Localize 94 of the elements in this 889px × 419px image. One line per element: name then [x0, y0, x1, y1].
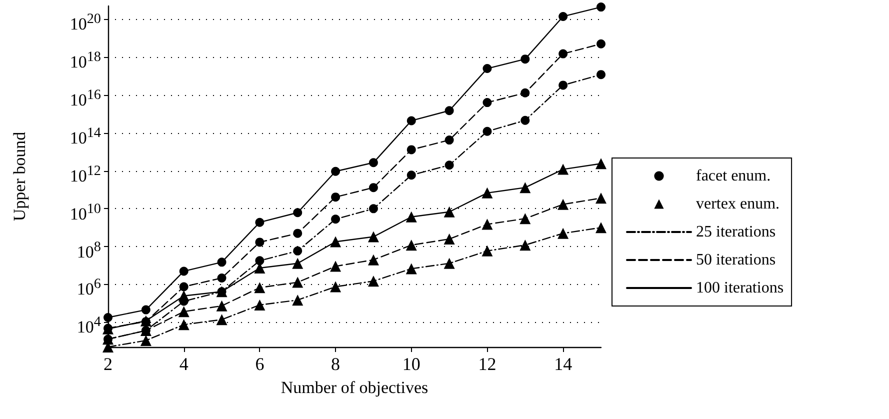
point [293, 228, 302, 238]
legend-label: 50 iterations [696, 252, 776, 268]
point [444, 160, 454, 170]
point [368, 231, 379, 242]
point [330, 281, 342, 292]
point [558, 164, 569, 175]
point [520, 88, 530, 98]
point [254, 282, 266, 294]
point [444, 106, 454, 116]
point [558, 198, 569, 210]
point [482, 218, 493, 230]
point [406, 145, 416, 154]
y-tick-label: 10$^{16}$ [70, 86, 101, 110]
point [255, 256, 264, 266]
y-tick-label: 10$^{8}$ [76, 238, 101, 262]
legend-label: facet enum. [696, 168, 771, 184]
point [292, 258, 304, 269]
point [558, 49, 568, 58]
point [255, 238, 264, 247]
point [293, 208, 302, 218]
x-tick-label: 14 [554, 354, 572, 374]
point [558, 12, 568, 21]
point [558, 80, 568, 90]
point [368, 183, 378, 192]
point [104, 313, 112, 322]
point [179, 266, 188, 276]
x-tick-label: 6 [255, 354, 264, 374]
point [330, 260, 342, 272]
point [596, 2, 606, 12]
x-tick-label: 10 [402, 354, 420, 374]
y-tick-label: 10$^{6}$ [76, 275, 101, 300]
point [368, 276, 379, 287]
point [179, 282, 188, 292]
point [255, 218, 264, 227]
point [216, 314, 228, 326]
point [482, 98, 492, 108]
point [140, 335, 152, 346]
point [217, 258, 226, 267]
point [444, 234, 455, 245]
point [292, 294, 304, 306]
y-tick-label: 10$^{10}$ [70, 200, 101, 224]
point [178, 319, 190, 330]
y-tick-label: 10$^{18}$ [70, 48, 101, 72]
point [368, 158, 378, 168]
legend-label: vertex enum. [696, 196, 780, 212]
point [331, 166, 340, 176]
point [444, 258, 455, 269]
point [482, 126, 492, 136]
point [331, 214, 340, 224]
x-tick-label: 8 [331, 354, 340, 374]
x-tick-label: 12 [478, 354, 496, 374]
point [596, 70, 606, 80]
x-tick-label: 2 [104, 354, 112, 374]
point [216, 300, 228, 312]
point [444, 206, 455, 218]
legend-label: 25 iterations [696, 224, 776, 240]
point [596, 158, 606, 170]
point [482, 187, 493, 198]
point [482, 245, 493, 256]
point [406, 116, 416, 126]
point [292, 276, 304, 288]
point [330, 236, 342, 248]
point [368, 204, 378, 214]
point [520, 116, 530, 125]
y-tick-label: 10$^{4}$ [76, 313, 101, 337]
point [368, 254, 379, 266]
point [293, 246, 302, 256]
point [596, 39, 606, 48]
y-tick-label: 10$^{14}$ [70, 124, 101, 148]
point [520, 240, 531, 251]
point [596, 222, 606, 234]
point [254, 299, 266, 310]
point [406, 240, 417, 251]
y-tick-label: 10$^{12}$ [70, 162, 101, 186]
point [217, 273, 226, 282]
point [406, 211, 417, 222]
point [520, 213, 531, 224]
x-axis-title: Number of objectives [280, 378, 428, 397]
point [482, 64, 492, 74]
point [406, 170, 416, 180]
point [141, 305, 150, 314]
y-axis-title: Upper bound [10, 131, 29, 222]
y-tick-label: 10$^{20}$ [70, 10, 101, 34]
point [178, 290, 190, 302]
point [520, 182, 531, 194]
legend-label: 100 iterations [696, 280, 784, 296]
point [520, 54, 530, 64]
point [406, 263, 417, 274]
point [178, 306, 190, 318]
point [444, 136, 454, 145]
x-tick-label: 4 [179, 354, 188, 374]
point [558, 228, 569, 239]
point [331, 192, 340, 202]
point [596, 192, 606, 204]
